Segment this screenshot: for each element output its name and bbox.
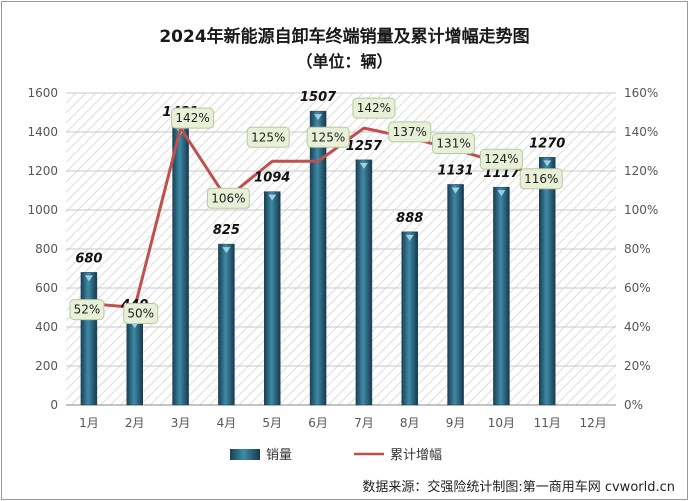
- x-tick-label: 4月: [217, 416, 237, 430]
- percent-label-box: [123, 303, 159, 324]
- right-tick-label: 80%: [624, 242, 651, 256]
- bar-cap-marker: [222, 247, 231, 254]
- chart-title: 2024年新能源自卸车终端销量及累计增幅走势图: [159, 27, 530, 47]
- percent-label-box: [479, 148, 523, 170]
- legend-bar-label: 销量: [266, 448, 292, 463]
- x-tick-label: 5月: [262, 416, 282, 430]
- bar: [264, 191, 281, 406]
- bar-value-label: 1257: [346, 139, 383, 154]
- percent-label: 131%: [436, 137, 470, 151]
- x-tick-label: 12月: [579, 416, 606, 430]
- bar-value-label: 1270: [529, 136, 565, 151]
- bar: [218, 243, 235, 406]
- bar-cap-marker: [543, 160, 552, 167]
- right-tick-label: 40%: [624, 320, 651, 334]
- left-tick-label: 1400: [27, 125, 58, 139]
- left-tick-label: 200: [35, 359, 58, 373]
- bar: [126, 318, 143, 406]
- percent-label-box: [246, 126, 290, 148]
- bar-cap-marker: [451, 187, 460, 194]
- x-tick-label: 11月: [534, 416, 561, 430]
- percent-label: 106%: [211, 191, 245, 205]
- percent-label-box: [69, 299, 105, 321]
- bar-cap-marker: [84, 275, 93, 282]
- percent-label: 50%: [127, 307, 154, 321]
- right-tick-label: 160%: [624, 86, 658, 100]
- x-tick-label: 1月: [79, 416, 99, 430]
- percent-label-box: [171, 107, 215, 129]
- bar-value-label: 1507: [300, 90, 337, 105]
- percent-labels: 52% 50%142%106%125% 125%142%137%131%124%11…: [69, 97, 563, 324]
- percent-label: 125%: [311, 130, 345, 144]
- percent-label: 52%: [74, 303, 101, 317]
- bar-value-label: 1131: [437, 163, 473, 178]
- percent-label-box: [388, 121, 432, 143]
- percent-label-box: [519, 168, 563, 190]
- legend: 销量 累计增幅: [230, 448, 442, 463]
- x-axis-ticks: 1月 2月 3月 4月 5月 6月 7月 8月 9月 10月 11月 12月: [79, 416, 607, 430]
- x-tick-label: 7月: [354, 416, 374, 430]
- x-tick-label: 8月: [400, 416, 420, 430]
- growth-line: [88, 126, 548, 309]
- bar: [539, 157, 556, 406]
- bar-cap-marker: [497, 190, 506, 197]
- percent-label-box: [352, 97, 396, 119]
- bar-value-label: 1094: [254, 171, 290, 186]
- bar-value-label: 1117: [483, 166, 520, 181]
- x-tick-label: 3月: [171, 416, 191, 430]
- bar-cap-marker: [268, 194, 277, 201]
- bar: [309, 110, 327, 406]
- percent-label: 116%: [524, 172, 558, 186]
- right-axis-ticks: 0% 20% 40% 60% 80% 100% 120% 140% 160%: [624, 86, 658, 412]
- left-tick-label: 1000: [27, 203, 58, 217]
- bar-value-label: 680: [75, 251, 102, 266]
- left-tick-label: 800: [35, 242, 58, 256]
- bar: [355, 159, 373, 406]
- percent-label: 142%: [175, 111, 209, 125]
- percent-label-box: [206, 187, 250, 209]
- bar-value-label: 825: [213, 223, 240, 238]
- left-tick-label: 1200: [27, 164, 58, 178]
- x-tick-label: 9月: [446, 416, 466, 430]
- left-tick-label: 600: [35, 281, 58, 295]
- left-axis-ticks: 0 200 400 600 800 1000 1200 1400 1600: [27, 86, 58, 412]
- bar: [447, 184, 464, 406]
- x-tick-label: 6月: [308, 416, 328, 430]
- right-tick-label: 120%: [624, 164, 658, 178]
- left-tick-label: 1600: [27, 86, 58, 100]
- bar-series: [80, 110, 556, 406]
- percent-label: 124%: [484, 152, 518, 166]
- right-tick-label: 140%: [624, 125, 658, 139]
- right-tick-label: 20%: [624, 359, 651, 373]
- bar: [172, 125, 189, 406]
- data-source: 数据来源：交强险统计制图:第一商用车网 cvworld.cn: [362, 480, 675, 495]
- left-tick-label: 0: [50, 398, 58, 412]
- bar-cap-marker: [314, 114, 323, 121]
- chart-subtitle: （单位：辆）: [296, 52, 393, 71]
- left-tick-label: 400: [35, 320, 58, 334]
- percent-label: 137%: [393, 125, 427, 139]
- legend-bar-swatch: [230, 449, 260, 460]
- line-series: [88, 126, 548, 309]
- bar-value-label: 888: [396, 211, 423, 226]
- percent-label-box: [432, 133, 476, 155]
- percent-label: 125%: [251, 130, 285, 144]
- x-tick-label: 10月: [488, 416, 515, 430]
- bar: [493, 186, 510, 406]
- bar-cap-marker: [405, 234, 414, 241]
- x-tick-label: 2月: [125, 416, 145, 430]
- right-tick-label: 60%: [624, 281, 651, 295]
- right-tick-label: 0%: [624, 398, 643, 412]
- right-tick-label: 100%: [624, 203, 658, 217]
- legend-line-label: 累计增幅: [390, 448, 442, 463]
- percent-label-box: [306, 126, 350, 148]
- bar: [80, 272, 98, 406]
- bar: [401, 231, 418, 406]
- percent-label: 142%: [357, 101, 391, 115]
- bar-cap-marker: [359, 162, 368, 169]
